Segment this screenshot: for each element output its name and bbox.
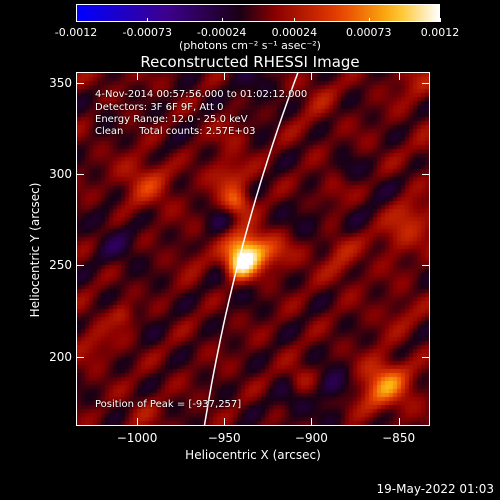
colorbar-tick	[221, 18, 223, 22]
colorbar	[76, 4, 440, 22]
x-tick	[137, 72, 139, 80]
y-tick-label: 250	[49, 258, 72, 273]
x-tick	[311, 72, 313, 80]
x-tick	[137, 418, 139, 426]
x-tick	[224, 72, 226, 80]
y-tick	[76, 265, 84, 267]
plot-title: Reconstructed RHESSI Image	[140, 53, 360, 71]
colorbar-tick-label: -0.0012	[54, 26, 98, 39]
info-counts: Clean Total counts: 2.57E+03	[95, 126, 256, 137]
x-tick	[398, 72, 400, 80]
image-plot: 4-Nov-2014 00:57:56.000 to 01:02:12.000 …	[76, 72, 430, 426]
x-tick-label: −1000	[116, 431, 158, 445]
footer-date: 19-May-2022 01:03	[376, 482, 494, 496]
colorbar-tick	[368, 18, 370, 22]
colorbar-tick	[294, 18, 296, 22]
colorbar-tick-label: 0.0012	[420, 26, 460, 39]
info-energy: Energy Range: 12.0 - 25.0 keV	[95, 114, 248, 125]
info-detectors: Detectors: 3F 6F 9F, Att 0	[95, 102, 224, 113]
y-axis-label: Heliocentric Y (arcsec)	[28, 182, 42, 318]
x-tick-label: −900	[294, 431, 328, 445]
y-tick-label: 300	[49, 167, 72, 182]
colorbar-tick	[440, 18, 441, 22]
solar-limb	[203, 73, 299, 425]
y-tick	[422, 82, 430, 84]
y-tick	[76, 356, 84, 358]
solar-limb-curve	[203, 73, 299, 425]
x-tick	[224, 418, 226, 426]
y-tick-label: 350	[49, 75, 72, 90]
colorbar-gradient	[77, 5, 439, 21]
colorbar-tick	[76, 18, 77, 22]
y-tick	[422, 265, 430, 267]
colorbar-tick	[147, 18, 149, 22]
info-time: 4-Nov-2014 00:57:56.000 to 01:02:12.000	[95, 89, 308, 100]
x-tick-label: −850	[382, 431, 416, 445]
x-tick	[398, 418, 400, 426]
rhessi-image	[77, 73, 429, 425]
colorbar-tick-label: -0.00024	[196, 26, 247, 39]
info-peak: Position of Peak = [-937,257]	[95, 399, 242, 410]
y-tick	[422, 356, 430, 358]
colorbar-units: (photons cm⁻² s⁻¹ asec⁻²)	[179, 39, 321, 52]
x-tick	[311, 418, 313, 426]
y-tick	[76, 174, 84, 176]
colorbar-tick-label: 0.00073	[345, 26, 392, 39]
x-tick-label: −950	[207, 431, 241, 445]
y-tick	[76, 82, 84, 84]
y-tick-label: 200	[49, 349, 72, 364]
y-tick	[422, 174, 430, 176]
colorbar-tick-label: -0.00073	[122, 26, 173, 39]
x-axis-label: Heliocentric X (arcsec)	[185, 448, 321, 462]
colorbar-tick-label: 0.00024	[271, 26, 318, 39]
